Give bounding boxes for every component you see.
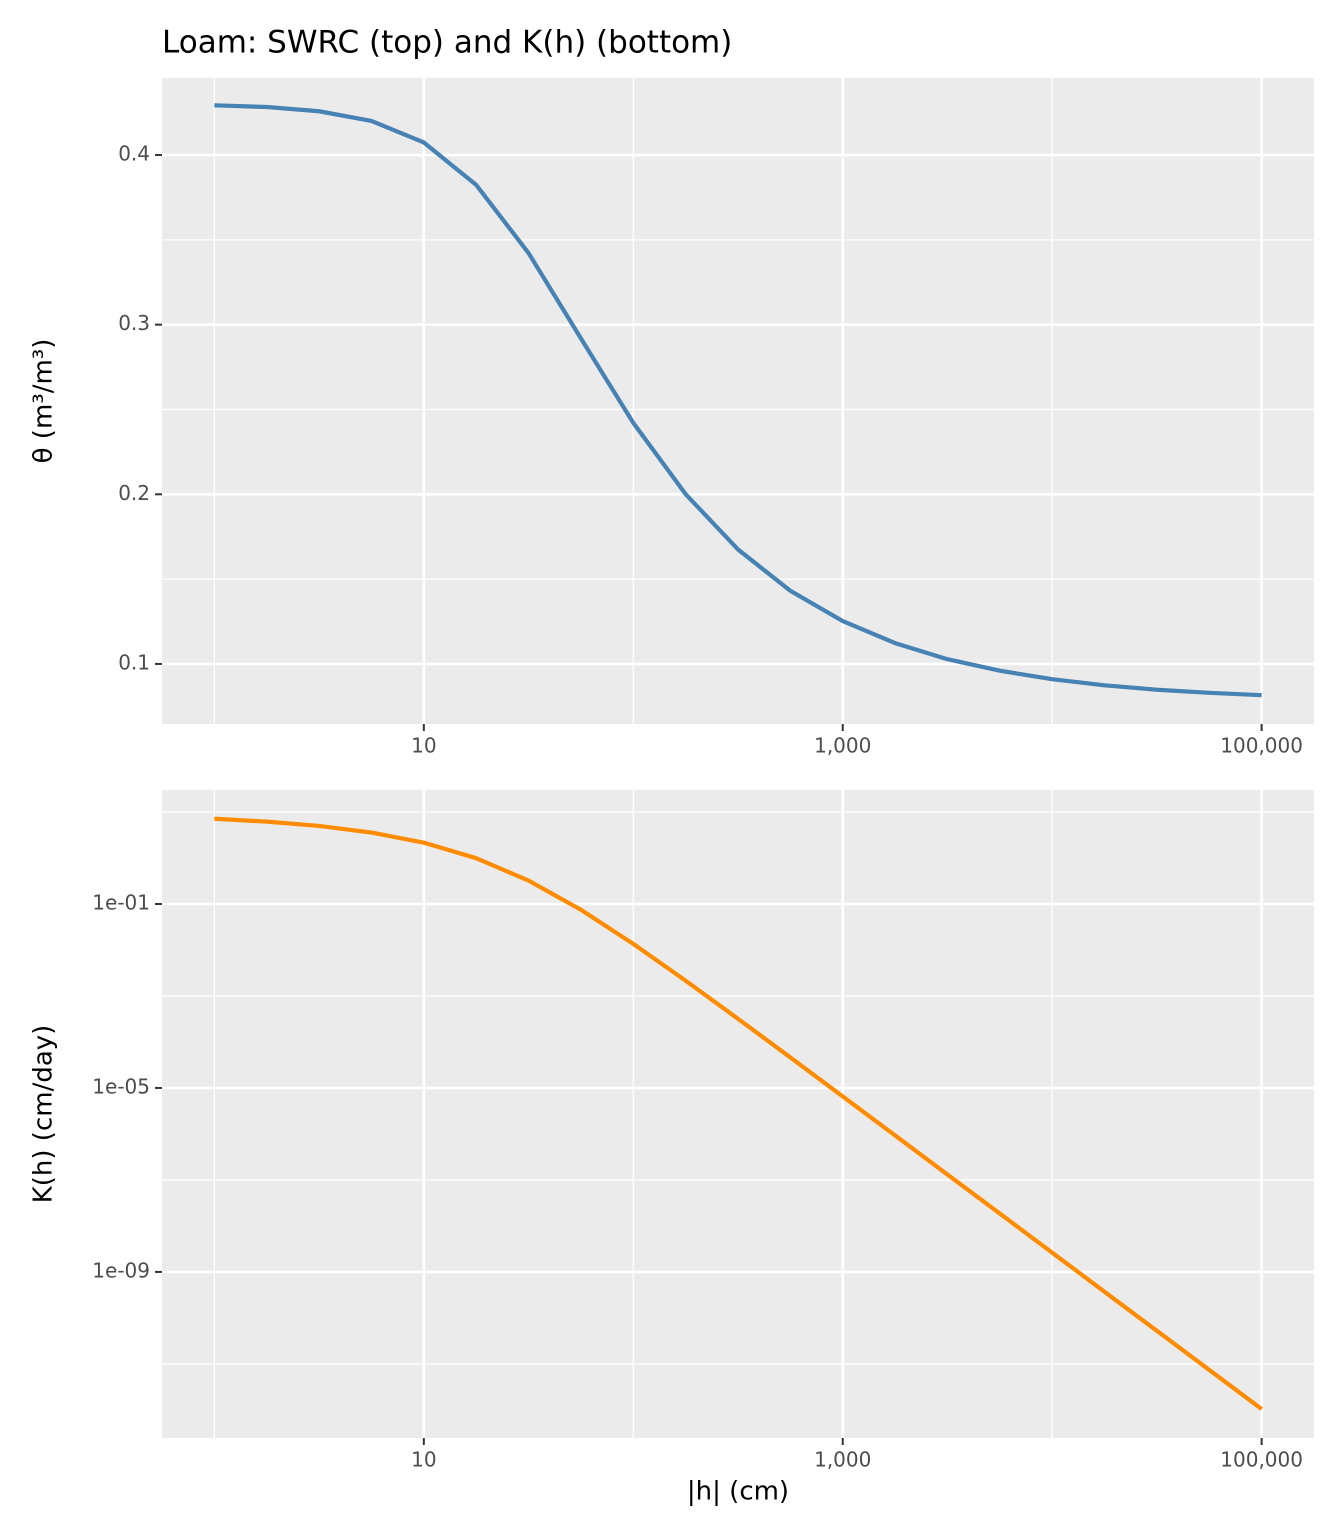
x-tick-label: 10 xyxy=(411,734,436,758)
y-tick-label: 1e-09 xyxy=(92,1258,150,1282)
y-axis-title: θ (m³/m³) xyxy=(29,339,59,464)
data-line xyxy=(214,816,1263,1411)
y-tick-label: 0.2 xyxy=(118,481,150,505)
y-tick-label: 0.3 xyxy=(118,311,150,335)
x-tick-label: 100,000 xyxy=(1220,1448,1303,1472)
y-axis-title: K(h) (cm/day) xyxy=(29,1025,59,1204)
y-tick-label: 0.1 xyxy=(118,650,150,674)
x-tick-label: 1,000 xyxy=(814,734,871,758)
chart-title: Loam: SWRC (top) and K(h) (bottom) xyxy=(162,25,732,61)
y-tick-label: 1e-05 xyxy=(92,1074,150,1098)
x-tick-label: 1,000 xyxy=(814,1448,871,1472)
x-axis-title: |h| (cm) xyxy=(687,1477,789,1507)
panel xyxy=(162,790,1314,1438)
x-tick-label: 10 xyxy=(411,1448,436,1472)
panel xyxy=(162,78,1314,724)
y-tick-label: 0.4 xyxy=(118,142,150,166)
x-tick-label: 100,000 xyxy=(1220,734,1303,758)
data-line xyxy=(214,103,1262,698)
y-tick-label: 1e-01 xyxy=(92,890,150,914)
